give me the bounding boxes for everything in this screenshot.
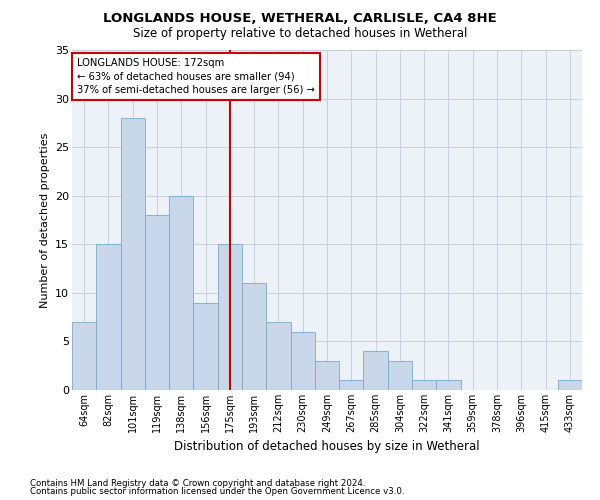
- Text: LONGLANDS HOUSE: 172sqm
← 63% of detached houses are smaller (94)
37% of semi-de: LONGLANDS HOUSE: 172sqm ← 63% of detache…: [77, 58, 315, 95]
- Bar: [96, 244, 121, 390]
- Bar: [72, 322, 96, 390]
- X-axis label: Distribution of detached houses by size in Wetheral: Distribution of detached houses by size …: [174, 440, 480, 454]
- Text: Contains HM Land Registry data © Crown copyright and database right 2024.: Contains HM Land Registry data © Crown c…: [30, 478, 365, 488]
- Bar: [218, 244, 242, 390]
- Bar: [121, 118, 145, 390]
- Bar: [412, 380, 436, 390]
- Bar: [364, 351, 388, 390]
- Text: Size of property relative to detached houses in Wetheral: Size of property relative to detached ho…: [133, 28, 467, 40]
- Bar: [169, 196, 193, 390]
- Bar: [290, 332, 315, 390]
- Bar: [558, 380, 582, 390]
- Bar: [242, 283, 266, 390]
- Bar: [339, 380, 364, 390]
- Bar: [266, 322, 290, 390]
- Text: LONGLANDS HOUSE, WETHERAL, CARLISLE, CA4 8HE: LONGLANDS HOUSE, WETHERAL, CARLISLE, CA4…: [103, 12, 497, 26]
- Bar: [193, 302, 218, 390]
- Bar: [145, 215, 169, 390]
- Bar: [315, 361, 339, 390]
- Bar: [388, 361, 412, 390]
- Bar: [436, 380, 461, 390]
- Y-axis label: Number of detached properties: Number of detached properties: [40, 132, 50, 308]
- Text: Contains public sector information licensed under the Open Government Licence v3: Contains public sector information licen…: [30, 487, 404, 496]
